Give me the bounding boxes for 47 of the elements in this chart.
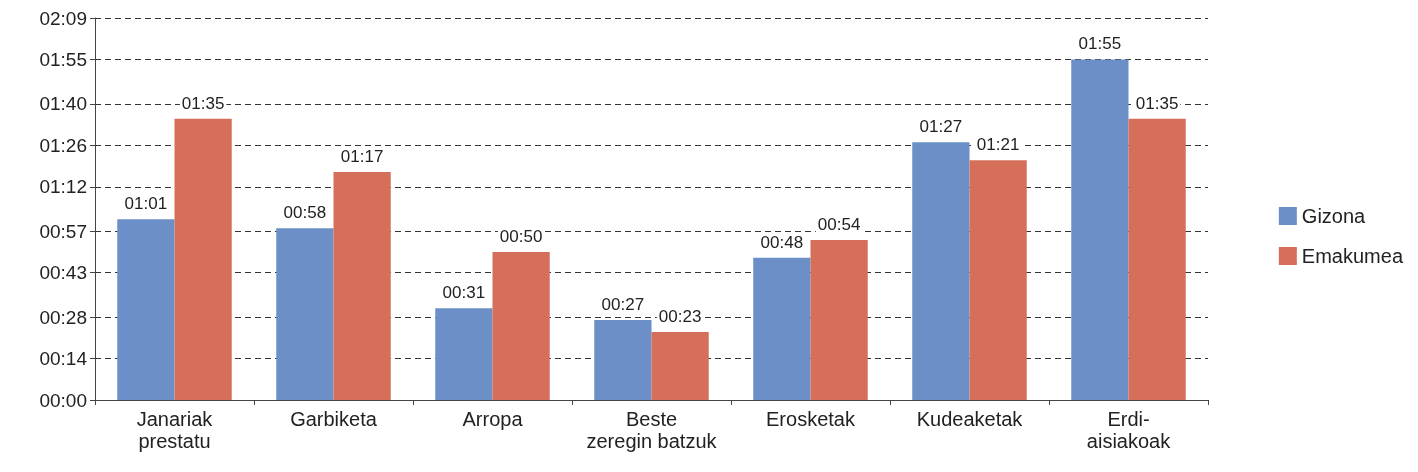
x-tick-label: Janariak prestatu xyxy=(136,408,214,452)
y-tick-label: 00:43 xyxy=(39,262,87,284)
y-tick-label: 00:57 xyxy=(39,220,87,242)
data-label: 01:01 xyxy=(124,194,168,214)
bar xyxy=(651,331,709,400)
x-tick-label: Beste zeregin batzuk xyxy=(586,408,718,452)
y-tick-label: 00:00 xyxy=(39,389,87,411)
data-label: 01:27 xyxy=(919,117,963,137)
y-tick-label: 01:26 xyxy=(39,134,87,156)
bar xyxy=(594,320,652,400)
y-tick-label: 01:40 xyxy=(39,93,87,115)
bar xyxy=(753,257,811,400)
y-tick-label: 00:28 xyxy=(39,306,87,328)
data-label: 01:35 xyxy=(1135,93,1179,113)
x-tick-label: Garbiketa xyxy=(290,408,378,430)
x-tick-label: Erdi-aisiakoak xyxy=(1086,408,1172,452)
data-label: 01:55 xyxy=(1078,34,1122,54)
x-tick-label: Arropa xyxy=(462,408,524,430)
data-label: 00:48 xyxy=(760,232,804,252)
x-tick-label: Kudeaketak xyxy=(916,408,1024,430)
bar xyxy=(492,251,550,400)
data-label: 01:17 xyxy=(340,146,384,166)
bar xyxy=(333,171,391,400)
legend-label: Emakumea xyxy=(1301,245,1404,267)
bar xyxy=(810,240,868,400)
bar xyxy=(1128,118,1186,400)
x-tick-label: Erosketak xyxy=(766,408,856,430)
data-label: 00:23 xyxy=(658,306,702,326)
data-label: 00:58 xyxy=(283,203,327,223)
bar xyxy=(912,142,970,400)
legend-label: Gizona xyxy=(1301,205,1367,227)
bar xyxy=(117,219,175,400)
y-tick-label: 01:12 xyxy=(39,176,87,198)
data-label: 00:31 xyxy=(442,283,486,303)
data-label: 00:27 xyxy=(601,295,645,315)
bar xyxy=(276,228,334,400)
bar xyxy=(1071,59,1129,400)
bar xyxy=(435,308,493,400)
y-tick-label: 00:14 xyxy=(39,348,88,370)
y-tick-label: 02:09 xyxy=(39,7,87,29)
data-label: 01:35 xyxy=(181,93,225,113)
bar xyxy=(174,118,232,400)
bar xyxy=(969,160,1027,400)
y-tick-label: 01:55 xyxy=(39,48,87,70)
data-label: 01:21 xyxy=(976,135,1020,155)
data-label: 00:54 xyxy=(817,215,861,235)
data-label: 00:50 xyxy=(499,226,543,246)
